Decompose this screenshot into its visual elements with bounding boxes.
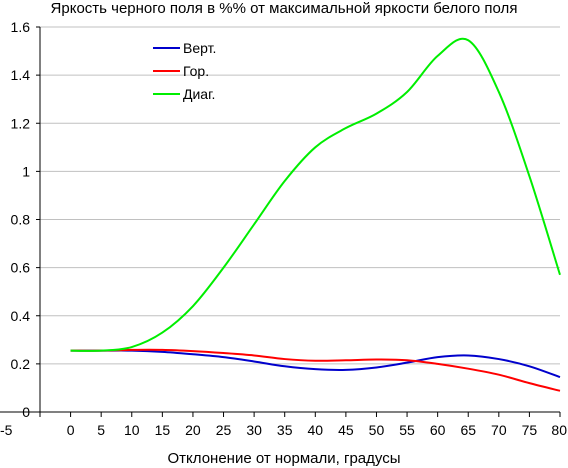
x-tick-label: 70: [491, 422, 507, 438]
y-tick-label: 0.6: [11, 260, 31, 276]
legend: Верт. Гор. Диаг.: [153, 40, 216, 102]
x-tick-label: 40: [308, 422, 324, 438]
y-tick-label: 1: [22, 163, 30, 179]
y-tick-label: 1.2: [11, 115, 31, 131]
legend-label-1: Верт.: [183, 40, 216, 56]
grid-lines: [40, 26, 560, 365]
x-axis-label: Отклонение от нормали, градусы: [167, 450, 401, 467]
axes: 00.20.40.60.811.21.41.6-5 0 5 10 15 20 25 30 35 4…: [0, 19, 567, 438]
legend-label-2: Гор.: [183, 63, 209, 79]
y-tick-label: 1.6: [11, 19, 31, 35]
x-tick-label: -5: [0, 422, 13, 438]
x-tick-label: 15: [155, 422, 171, 438]
legend-label-3: Диаг.: [183, 86, 215, 102]
series-lines: [70, 37, 561, 392]
x-tick-label: 35: [277, 422, 293, 438]
y-tick-label: 0.4: [11, 308, 31, 324]
x-tick-label: 45: [338, 422, 354, 438]
x-tick-label: 50: [369, 422, 385, 438]
chart-title: Яркость черного поля в %% от максимально…: [50, 0, 518, 17]
x-tick-label: 0: [67, 422, 75, 438]
x-tick-label: 60: [430, 422, 446, 438]
x-tick-label: 65: [460, 422, 476, 438]
x-tick-label: 80: [551, 422, 567, 438]
y-tick-label: 0.2: [11, 356, 31, 372]
x-tick-label: 20: [185, 422, 201, 438]
x-tick-label: 5: [97, 422, 105, 438]
y-tick-label: 1.4: [11, 67, 31, 83]
x-tick-label: 25: [216, 422, 232, 438]
x-tick-label: 10: [124, 422, 140, 438]
x-tick-label: 75: [522, 422, 538, 438]
x-tick-label: 30: [246, 422, 262, 438]
x-tick-label: 55: [399, 422, 415, 438]
series-line-1: [70, 349, 561, 379]
y-tick-label: 0.8: [11, 212, 31, 228]
series-line-3: [70, 37, 561, 352]
series-line-2: [70, 348, 561, 392]
